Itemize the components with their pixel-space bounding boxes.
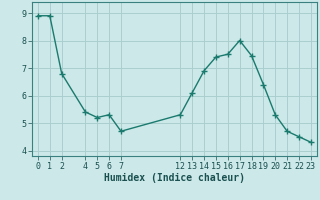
X-axis label: Humidex (Indice chaleur): Humidex (Indice chaleur) [104, 173, 245, 183]
